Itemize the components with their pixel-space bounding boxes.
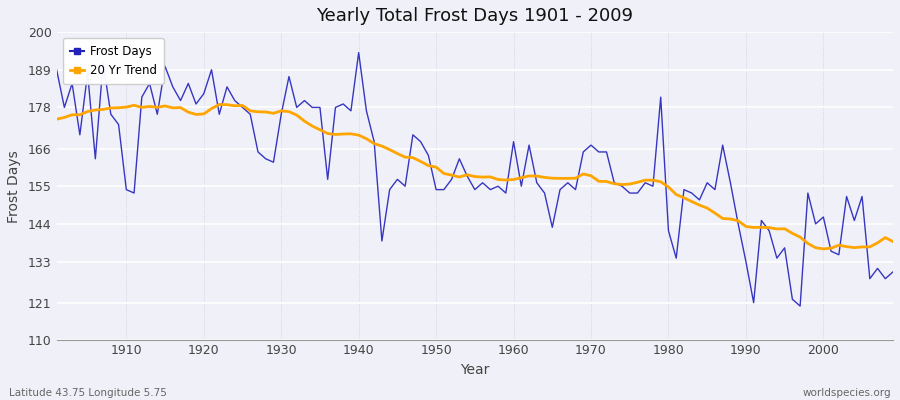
Text: worldspecies.org: worldspecies.org — [803, 388, 891, 398]
Y-axis label: Frost Days: Frost Days — [7, 150, 21, 222]
Text: Latitude 43.75 Longitude 5.75: Latitude 43.75 Longitude 5.75 — [9, 388, 166, 398]
Title: Yearly Total Frost Days 1901 - 2009: Yearly Total Frost Days 1901 - 2009 — [316, 7, 634, 25]
X-axis label: Year: Year — [460, 363, 490, 377]
Legend: Frost Days, 20 Yr Trend: Frost Days, 20 Yr Trend — [62, 38, 164, 84]
